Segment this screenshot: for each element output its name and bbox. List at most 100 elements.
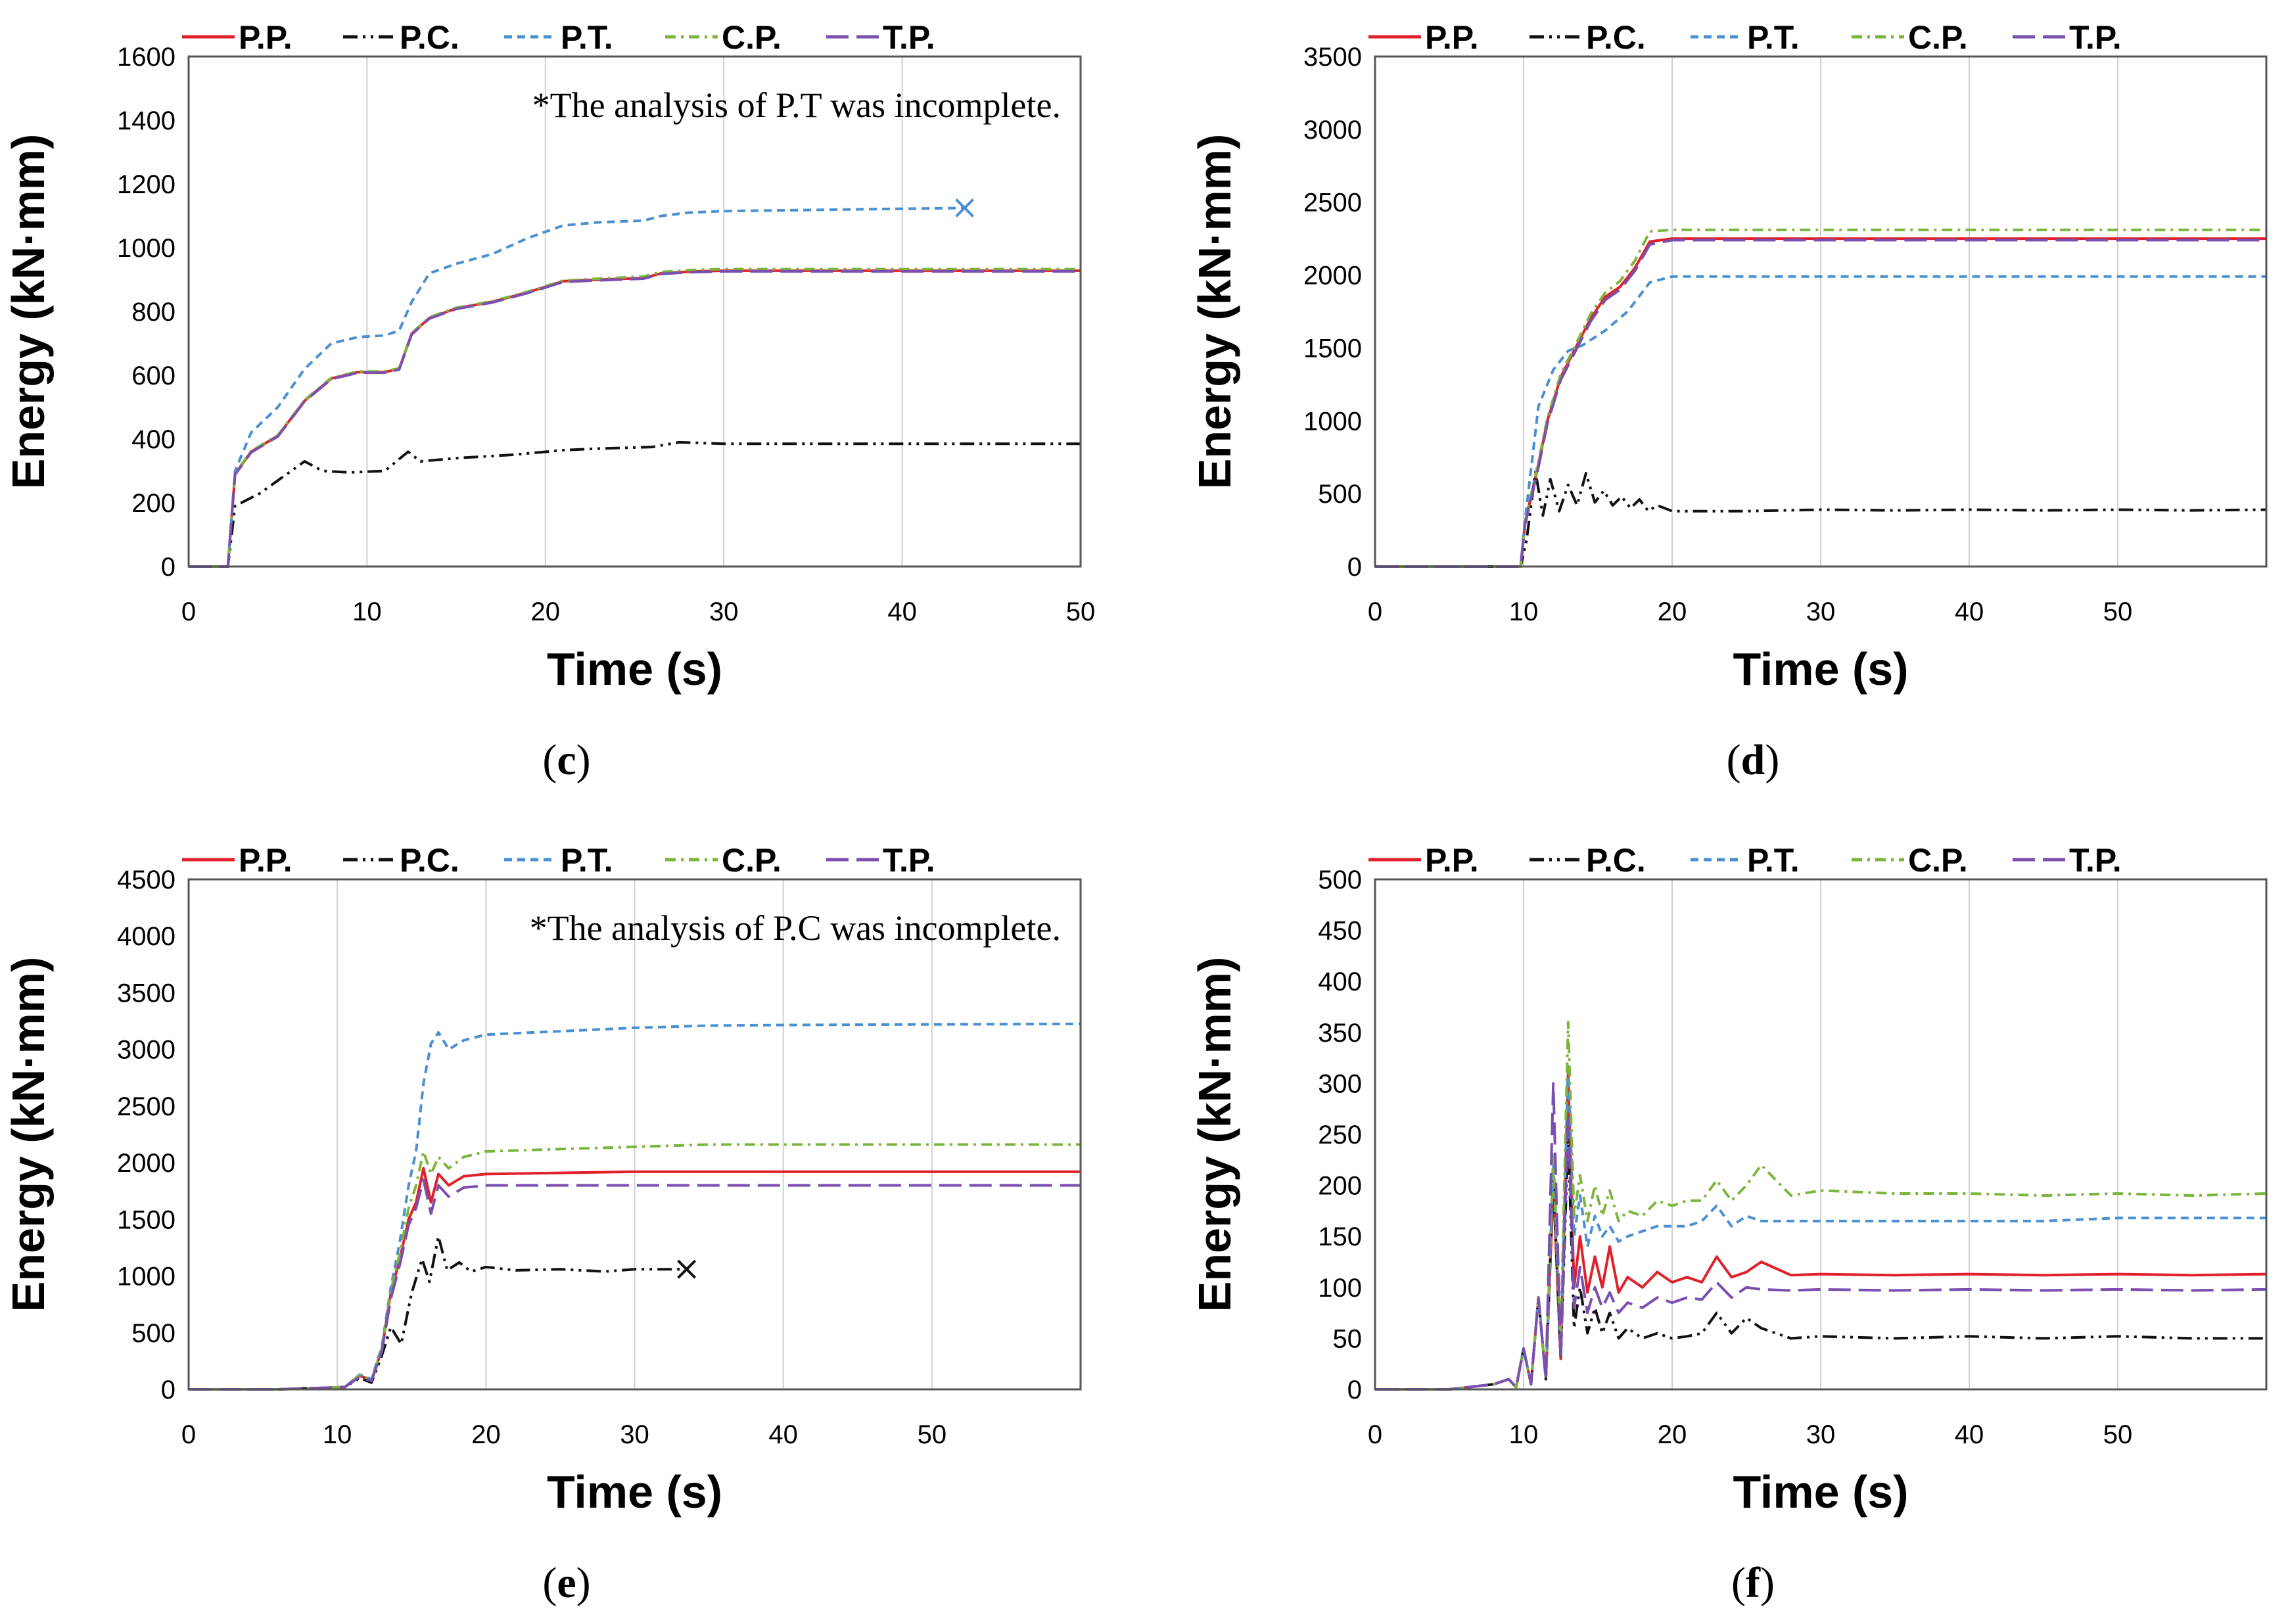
x-tick-label: 10	[323, 1420, 352, 1449]
y-tick-label: 2000	[117, 1149, 175, 1178]
legend-label: P.C.	[1586, 19, 1646, 56]
end-marker-pc	[677, 1259, 697, 1279]
y-tick-label: 450	[1318, 917, 1362, 946]
y-tick-label: 1200	[117, 170, 175, 199]
y-axis-title: Energy (kN·mm)	[1189, 134, 1240, 490]
legend-item-pc: P.C.	[343, 19, 459, 56]
y-tick-label: 1000	[117, 1263, 175, 1291]
y-tick-label: 1500	[117, 1205, 175, 1234]
legend-label: P.T.	[1747, 842, 1800, 879]
y-tick-label: 350	[1318, 1019, 1362, 1048]
series-line-tp	[1375, 1082, 2267, 1391]
legend-item-pt: P.T.	[504, 842, 613, 879]
y-tick-label: 1400	[117, 106, 175, 135]
x-tick-label: 20	[471, 1420, 501, 1449]
legend-item-pp: P.P.	[182, 19, 292, 56]
y-tick-label: 800	[131, 298, 175, 327]
legend-item-pt: P.T.	[1691, 19, 1800, 56]
y-tick-label: 1600	[117, 43, 175, 72]
series-line-cp	[189, 1143, 1081, 1391]
panel-caption: (d)	[1727, 736, 1780, 784]
end-marker-pt	[955, 198, 975, 218]
legend-item-tp: T.P.	[2013, 19, 2122, 56]
plot-frame	[1374, 55, 2268, 568]
y-tick-label: 1000	[1303, 407, 1362, 436]
series-line-pc	[1375, 470, 2267, 568]
legend-item-pp: P.P.	[182, 842, 292, 879]
y-tick-label: 4500	[117, 866, 175, 894]
x-tick-label: 50	[1066, 597, 1096, 626]
chart-panel-f: 0 10 20 30 40 5005010015020025030035040045050…	[1189, 842, 2268, 1607]
y-tick-label: 3500	[1303, 43, 1362, 72]
legend-label: P.P.	[239, 19, 292, 56]
legend-item-cp: C.P.	[665, 842, 782, 879]
legend-label: P.P.	[1425, 19, 1479, 56]
x-tick-label: 10	[352, 597, 382, 626]
legend-item-pp: P.P.	[1368, 19, 1479, 56]
legend-label: P.P.	[239, 842, 292, 879]
y-tick-label: 500	[1318, 866, 1362, 894]
y-axis-title: Energy (kN·mm)	[3, 134, 54, 490]
x-axis-title: Time (s)	[1733, 1466, 1908, 1518]
y-tick-label: 250	[1318, 1121, 1362, 1149]
legend-label: P.C.	[400, 842, 459, 879]
y-axis-title: Energy (kN·mm)	[1189, 957, 1240, 1312]
x-tick-label: 20	[1658, 1420, 1687, 1449]
legend-item-pc: P.C.	[1529, 19, 1646, 56]
y-tick-label: 300	[1318, 1069, 1362, 1098]
x-tick-label: 50	[918, 1420, 947, 1449]
y-tick-label: 3000	[117, 1036, 175, 1065]
plot-frame	[187, 55, 1082, 568]
x-axis-title: Time (s)	[547, 1466, 722, 1518]
legend-label: C.P.	[1908, 19, 1968, 56]
y-tick-label: 0	[161, 1376, 175, 1404]
legend-item-tp: T.P.	[2013, 842, 2122, 879]
x-tick-label: 20	[531, 597, 561, 626]
x-tick-label: 20	[1658, 597, 1687, 626]
legend-label: C.P.	[722, 842, 782, 879]
series-line-tp	[189, 269, 1081, 568]
y-tick-label: 0	[1347, 553, 1362, 582]
legend-item-tp: T.P.	[826, 19, 935, 56]
x-axis-title: Time (s)	[547, 643, 722, 695]
panel-caption: (c)	[542, 736, 590, 784]
series-line-pc	[189, 1235, 687, 1391]
y-tick-label: 200	[1318, 1172, 1362, 1201]
series-line-cp	[189, 267, 1081, 568]
y-tick-label: 3500	[117, 979, 175, 1008]
panel-caption: (e)	[542, 1559, 590, 1607]
panel-caption: (f)	[1731, 1559, 1775, 1607]
x-tick-label: 30	[709, 597, 739, 626]
legend-item-cp: C.P.	[665, 19, 782, 56]
series-line-pt	[189, 1022, 1081, 1391]
x-axis-title: Time (s)	[1733, 643, 1908, 695]
y-tick-label: 400	[131, 425, 175, 454]
legend-item-cp: C.P.	[1852, 19, 1968, 56]
y-tick-label: 100	[1318, 1274, 1362, 1303]
y-tick-label: 0	[1347, 1376, 1362, 1404]
x-tick-label: 50	[2103, 597, 2133, 626]
legend-label: P.C.	[1586, 842, 1646, 879]
legend-item-pc: P.C.	[1529, 842, 1646, 879]
x-tick-label: 30	[1806, 1420, 1836, 1449]
chart-panel-e: 0 10 20 30 40 5005001000150020002500300035004…	[3, 842, 1082, 1607]
y-tick-label: 150	[1318, 1222, 1362, 1251]
x-tick-label: 30	[620, 1420, 649, 1449]
legend-label: T.P.	[2069, 19, 2122, 56]
x-tick-label: 10	[1509, 1420, 1539, 1449]
x-tick-label: 0	[181, 1420, 196, 1449]
x-tick-label: 0	[1368, 597, 1382, 626]
legend-item-tp: T.P.	[826, 842, 935, 879]
y-tick-label: 500	[131, 1319, 175, 1348]
series-line-tp	[189, 1178, 1081, 1391]
annotation-note: *The analysis of P.T was incomplete.	[532, 85, 1061, 125]
series-line-cp	[1375, 228, 2266, 568]
legend-label: T.P.	[883, 842, 935, 879]
y-tick-label: 2000	[1303, 262, 1362, 290]
legend-label: P.T.	[1747, 19, 1800, 56]
plot-frame	[187, 878, 1082, 1391]
series-line-pc	[189, 440, 1081, 568]
x-tick-label: 30	[1806, 597, 1836, 626]
y-axis-title: Energy (kN·mm)	[3, 957, 54, 1312]
series-line-pt	[1375, 275, 2266, 568]
